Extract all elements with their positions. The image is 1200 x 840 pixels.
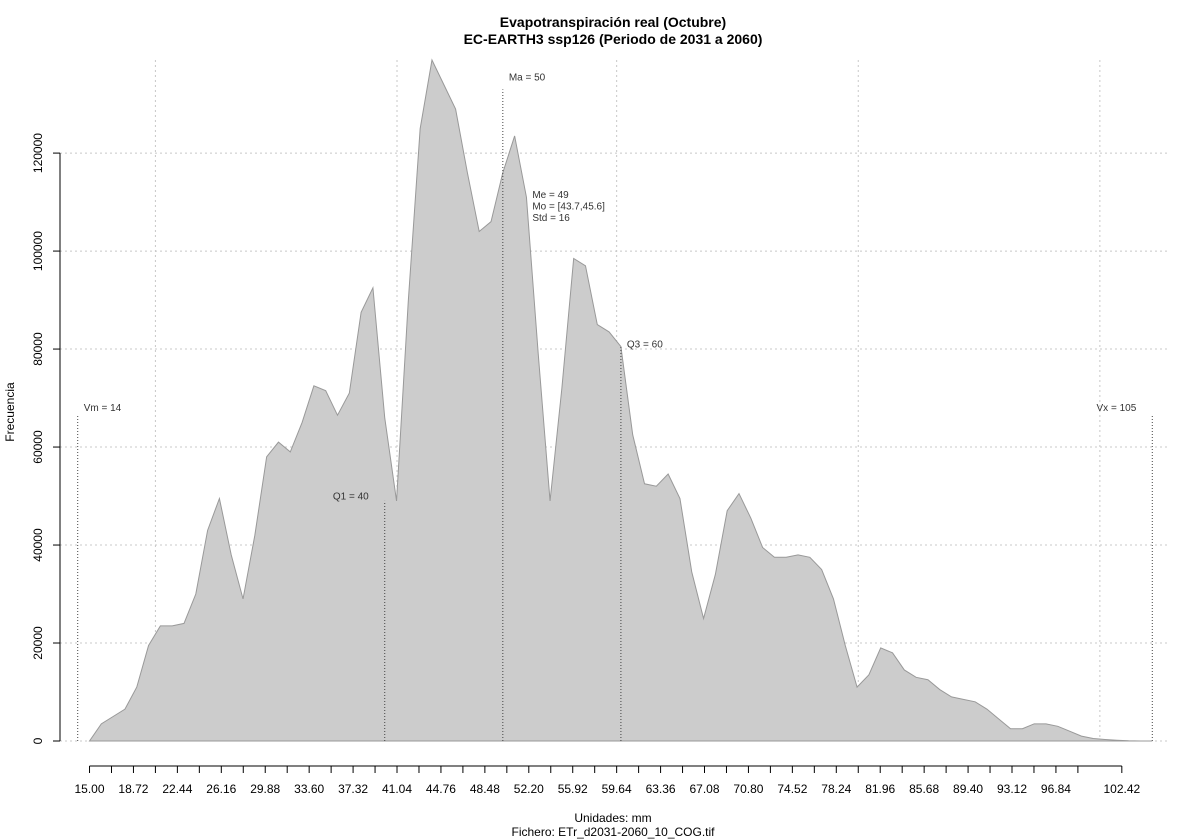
x-tick-label: 18.72 [118,782,148,796]
x-tick-label: 37.32 [338,782,368,796]
x-tick-label: 59.64 [602,782,632,796]
annotation-label: Vx = 105 [1097,403,1137,414]
y-tick-label: 60000 [31,430,45,464]
x-axis: 15.00 18.72 22.44 26.16 29.88 33.60 37.32 41.04… [75,765,1140,796]
x-tick-label: 89.40 [953,782,983,796]
y-axis-label: Frecuencia [3,382,17,442]
x-tick-label: 41.04 [382,782,412,796]
annotation-label: Q1 = 40 [333,491,369,502]
x-tick-label: 85.68 [909,782,939,796]
x-tick-label: 33.60 [294,782,324,796]
x-tick-label: 22.44 [162,782,192,796]
annotation-label: Ma = 50 [509,72,546,83]
x-tick-label: 55.92 [558,782,588,796]
x-tick-label: 102.42 [1103,782,1140,796]
chart-subtitle: EC-EARTH3 ssp126 (Periodo de 2031 a 2060… [464,31,763,47]
stats-label: Std = 16 [532,213,570,224]
x-tick-label: 81.96 [865,782,895,796]
y-tick-label: 120000 [31,133,45,173]
x-tick-label: 52.20 [514,782,544,796]
y-tick-label: 40000 [31,528,45,562]
x-tick-label: 63.36 [646,782,676,796]
source-file-caption: Fichero: ETr_d2031-2060_10_COG.tif [512,825,716,839]
x-tick-label: 44.76 [426,782,456,796]
y-tick-label: 20000 [31,626,45,660]
x-tick-label: 74.52 [777,782,807,796]
x-axis-label: Unidades: mm [574,811,651,825]
chart-title: Evapotranspiración real (Octubre) [500,14,726,30]
x-tick-label: 29.88 [250,782,280,796]
x-tick-label: 67.08 [689,782,719,796]
x-tick-label: 96.84 [1041,782,1071,796]
stats-label: Mo = [43.7,45.6] [532,202,605,213]
y-tick-label: 100000 [31,231,45,271]
annotation-layer: Vm = 14 Q1 = 40 Ma = 50 Q3 = 60 Vx = 105 Me =… [77,72,1153,741]
x-tick-label: 48.48 [470,782,500,796]
x-tick-label: 26.16 [206,782,236,796]
annotation-label: Vm = 14 [84,403,122,414]
x-tick-label: 78.24 [821,782,851,796]
x-tick-label: 70.80 [733,782,763,796]
frequency-area [88,58,1153,742]
x-tick-label: 93.12 [997,782,1027,796]
stats-label: Me = 49 [532,190,569,201]
y-tick-label: 80000 [31,332,45,366]
annotation-label: Q3 = 60 [627,340,663,351]
x-tick-label: 15.00 [75,782,105,796]
y-axis: 0 20000 40000 60000 80000 100000 120000 [31,133,61,744]
y-tick-label: 0 [31,737,45,744]
